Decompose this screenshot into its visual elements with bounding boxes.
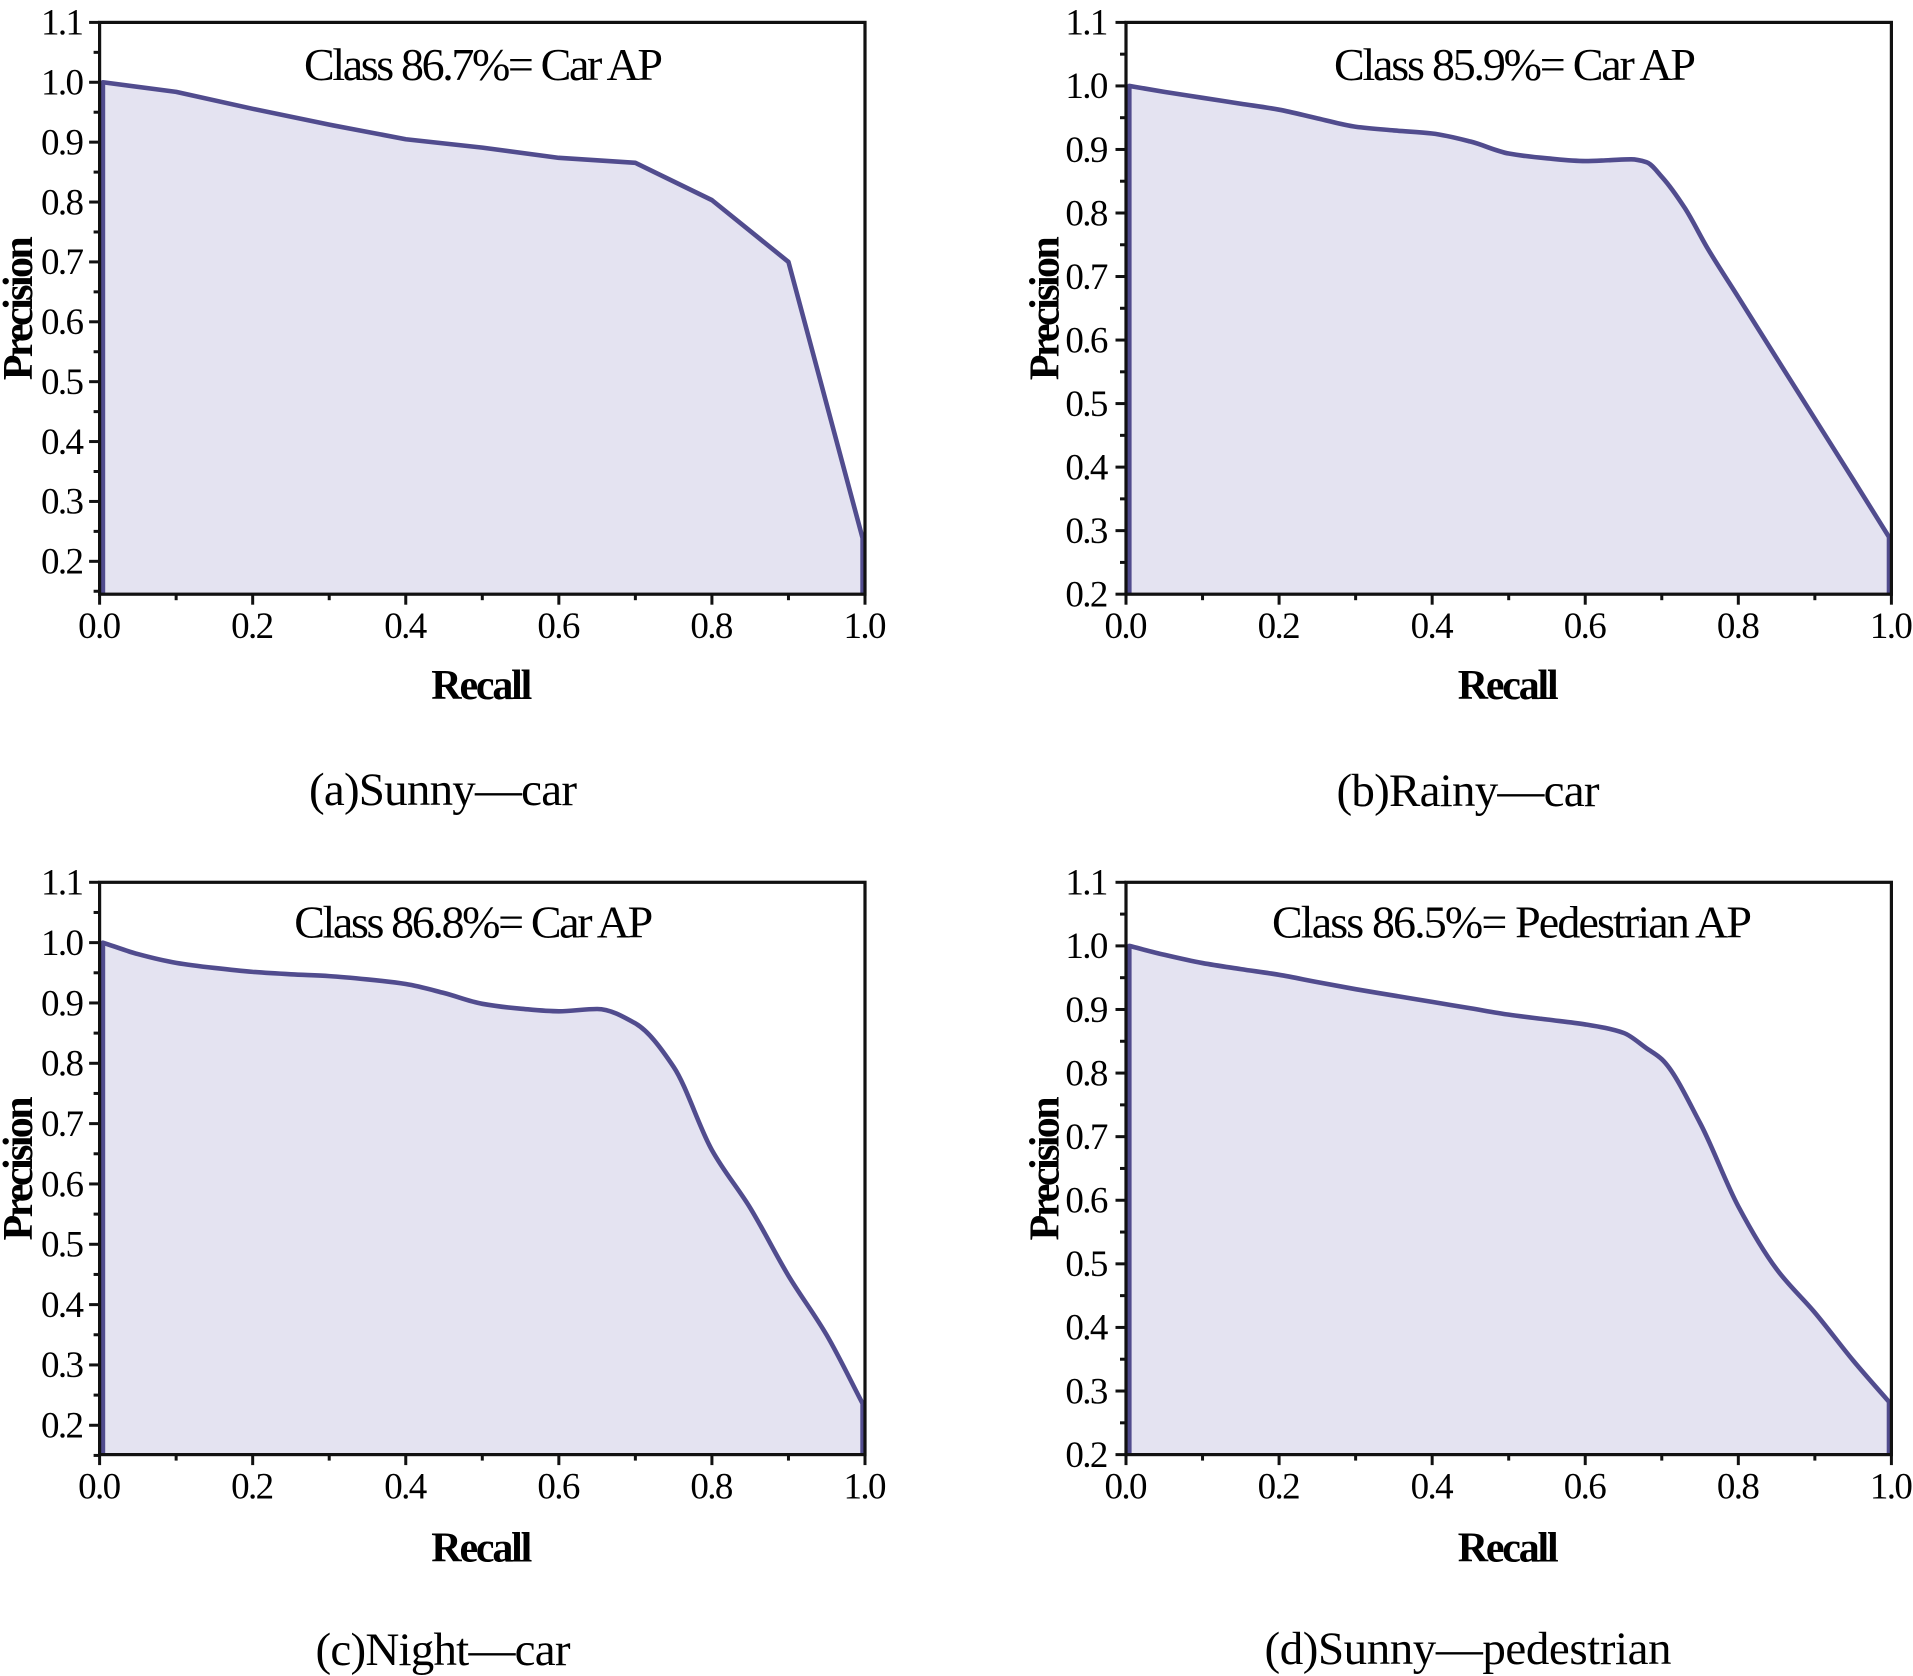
svg-text:0.5: 0.5 xyxy=(41,1225,84,1266)
svg-text:0.6: 0.6 xyxy=(41,1164,84,1205)
svg-text:Precision: Precision xyxy=(1022,1096,1068,1240)
svg-text:0.9: 0.9 xyxy=(1065,990,1108,1031)
svg-text:0.6: 0.6 xyxy=(1065,320,1108,361)
svg-text:Precision: Precision xyxy=(0,1096,42,1240)
svg-text:1.0: 1.0 xyxy=(1870,606,1913,647)
svg-text:0.4: 0.4 xyxy=(1065,447,1108,488)
svg-text:1.0: 1.0 xyxy=(844,606,887,647)
svg-text:0.2: 0.2 xyxy=(231,1467,274,1508)
svg-text:0.4: 0.4 xyxy=(1411,606,1454,647)
svg-text:0.5: 0.5 xyxy=(1065,1244,1108,1285)
svg-text:(b)Rainy—car: (b)Rainy—car xyxy=(1337,765,1600,817)
svg-text:1.1: 1.1 xyxy=(1065,863,1108,904)
svg-text:0.3: 0.3 xyxy=(41,1345,84,1386)
svg-text:0.7: 0.7 xyxy=(41,1104,84,1145)
svg-text:0.3: 0.3 xyxy=(41,482,84,523)
svg-text:Precision: Precision xyxy=(1022,236,1068,380)
svg-text:0.0: 0.0 xyxy=(78,1467,121,1508)
svg-text:0.0: 0.0 xyxy=(78,606,121,647)
svg-text:1.0: 1.0 xyxy=(1065,66,1108,107)
svg-text:Class 86.7%= Car AP: Class 86.7%= Car AP xyxy=(304,39,663,90)
svg-text:0.6: 0.6 xyxy=(537,1467,580,1508)
svg-text:Class 85.9%= Car AP: Class 85.9%= Car AP xyxy=(1334,39,1696,90)
svg-text:0.9: 0.9 xyxy=(41,983,84,1024)
svg-text:Recall: Recall xyxy=(431,1525,532,1571)
svg-text:0.7: 0.7 xyxy=(41,242,84,283)
svg-text:0.4: 0.4 xyxy=(1411,1467,1454,1508)
svg-text:1.0: 1.0 xyxy=(41,923,84,964)
svg-text:Recall: Recall xyxy=(1458,1525,1559,1571)
svg-text:0.4: 0.4 xyxy=(41,1285,84,1326)
svg-text:(d)Sunny—pedestrian: (d)Sunny—pedestrian xyxy=(1265,1623,1672,1675)
svg-text:Recall: Recall xyxy=(1458,663,1559,709)
svg-text:0.6: 0.6 xyxy=(41,302,84,343)
svg-text:0.3: 0.3 xyxy=(1065,511,1108,552)
svg-text:1.1: 1.1 xyxy=(41,863,84,904)
svg-text:(a)Sunny—car: (a)Sunny—car xyxy=(309,764,577,816)
svg-text:0.8: 0.8 xyxy=(690,606,733,647)
svg-text:0.2: 0.2 xyxy=(231,606,274,647)
svg-text:0.2: 0.2 xyxy=(41,1406,84,1447)
svg-text:0.7: 0.7 xyxy=(1065,1117,1108,1158)
svg-text:0.4: 0.4 xyxy=(384,1467,427,1508)
svg-text:0.5: 0.5 xyxy=(1065,384,1108,425)
svg-text:0.2: 0.2 xyxy=(1258,606,1301,647)
svg-text:0.8: 0.8 xyxy=(1065,193,1108,234)
svg-text:0.4: 0.4 xyxy=(41,422,84,463)
svg-text:(c)Night—car: (c)Night—car xyxy=(316,1624,571,1676)
svg-text:0.3: 0.3 xyxy=(1065,1371,1108,1412)
svg-text:0.8: 0.8 xyxy=(41,1044,84,1085)
svg-text:1.1: 1.1 xyxy=(41,3,84,44)
svg-text:1.0: 1.0 xyxy=(844,1467,887,1508)
svg-text:0.6: 0.6 xyxy=(1564,606,1607,647)
svg-text:0.4: 0.4 xyxy=(384,606,427,647)
svg-text:0.2: 0.2 xyxy=(1065,574,1108,615)
svg-text:Recall: Recall xyxy=(431,663,532,709)
svg-text:0.0: 0.0 xyxy=(1105,606,1148,647)
svg-text:0.2: 0.2 xyxy=(1065,1435,1108,1476)
svg-text:0.8: 0.8 xyxy=(1065,1053,1108,1094)
svg-text:Precision: Precision xyxy=(0,236,42,380)
svg-text:0.9: 0.9 xyxy=(1065,130,1108,171)
svg-text:0.8: 0.8 xyxy=(690,1467,733,1508)
svg-text:0.4: 0.4 xyxy=(1065,1308,1108,1349)
svg-text:0.6: 0.6 xyxy=(1065,1181,1108,1222)
svg-text:0.6: 0.6 xyxy=(1564,1467,1607,1508)
svg-text:Class 86.8%= Car AP: Class 86.8%= Car AP xyxy=(294,897,653,948)
svg-text:0.8: 0.8 xyxy=(1717,606,1760,647)
svg-text:1.0: 1.0 xyxy=(1870,1467,1913,1508)
svg-text:1.0: 1.0 xyxy=(1065,926,1108,967)
svg-text:0.8: 0.8 xyxy=(41,182,84,223)
svg-text:0.7: 0.7 xyxy=(1065,257,1108,298)
svg-text:0.0: 0.0 xyxy=(1105,1467,1148,1508)
svg-text:1.0: 1.0 xyxy=(41,63,84,104)
svg-text:0.8: 0.8 xyxy=(1717,1467,1760,1508)
svg-text:0.5: 0.5 xyxy=(41,362,84,403)
svg-text:0.9: 0.9 xyxy=(41,122,84,163)
svg-text:0.2: 0.2 xyxy=(1258,1467,1301,1508)
svg-text:1.1: 1.1 xyxy=(1065,3,1108,44)
svg-text:0.6: 0.6 xyxy=(537,606,580,647)
svg-text:Class 86.5%= Pedestrian AP: Class 86.5%= Pedestrian AP xyxy=(1272,897,1752,948)
svg-text:0.2: 0.2 xyxy=(41,542,84,583)
